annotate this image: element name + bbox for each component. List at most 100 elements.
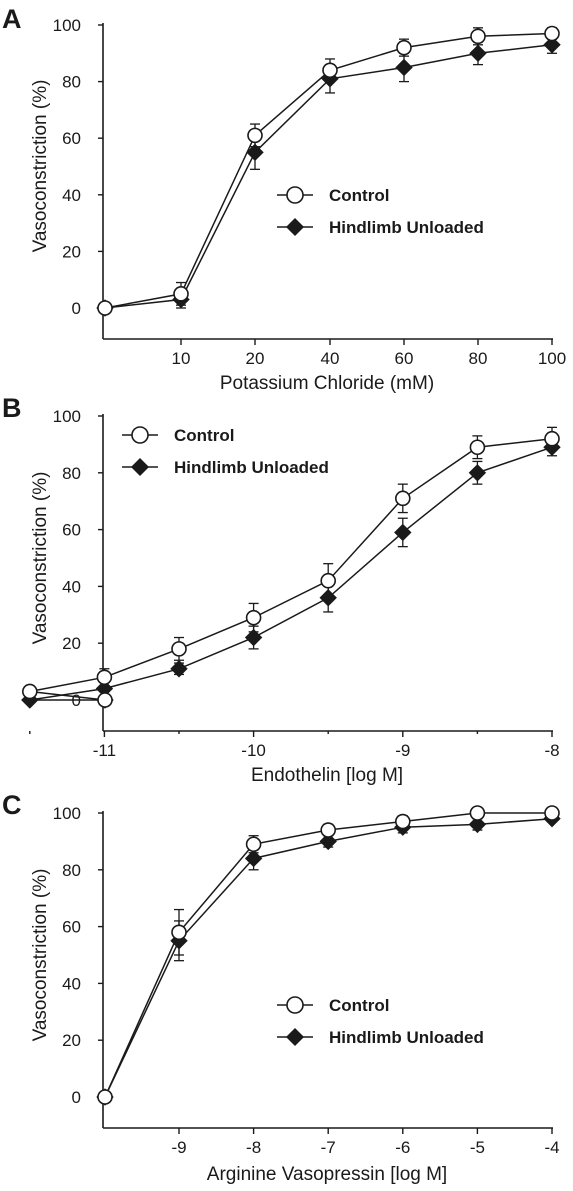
panel-letter: A — [2, 4, 22, 34]
data-point-control — [544, 805, 560, 821]
data-point-control — [96, 669, 113, 686]
data-point-control — [173, 286, 189, 302]
panel-letter: B — [2, 393, 22, 423]
legend-marker-circle — [286, 996, 304, 1014]
y-axis-title: Vasoconstriction (%) — [30, 472, 51, 645]
x-tick-label: -9 — [395, 741, 410, 760]
data-point-control — [171, 641, 187, 657]
legend-label: Control — [174, 426, 234, 445]
legend-label: Control — [329, 996, 389, 1015]
x-tick-label: -8 — [544, 741, 559, 760]
x-axis-title: Potassium Chloride (mM) — [220, 373, 434, 394]
data-point-control — [245, 609, 262, 626]
data-point-control — [394, 813, 411, 830]
y-tick-label: 20 — [62, 1031, 81, 1050]
legend: Control Hindlimb Unloaded — [277, 186, 484, 237]
x-tick-label: -6 — [395, 1138, 410, 1157]
legend-item: Hindlimb Unloaded — [277, 1028, 484, 1047]
data-point-hindlimb-unloaded — [170, 660, 188, 678]
data-point-control — [247, 127, 263, 144]
y-tick-label: 20 — [62, 634, 81, 653]
axes: 0 20 40 60 80 100 10 20 40 60 80 100 — [53, 16, 567, 368]
data-point-hindlimb-unloaded — [394, 523, 412, 542]
panel-a: A Vasoconstriction (%) Potassium Chlorid… — [2, 4, 566, 394]
y-axis-title: Vasoconstriction (%) — [30, 869, 51, 1042]
panel-b: B Vasoconstriction (%) Endothelin [log M… — [2, 393, 561, 786]
y-tick-label: 40 — [62, 577, 81, 596]
data-point-control — [320, 822, 337, 838]
data-point-hindlimb-unloaded — [543, 36, 561, 54]
x-tick-label: -7 — [321, 1138, 336, 1157]
y-tick-label: 60 — [62, 129, 81, 148]
axes: 0 20 40 60 80 100 -9 -8 -7 -6 -5 -4 — [53, 804, 560, 1157]
series-layer — [21, 426, 561, 709]
x-tick-label: -11 — [93, 741, 116, 760]
series-line — [29, 437, 553, 701]
legend-marker-diamond — [131, 458, 149, 476]
data-point-hindlimb-unloaded — [246, 143, 264, 162]
data-point-control — [245, 836, 262, 853]
y-tick-label: 100 — [53, 804, 81, 823]
panel-letter: C — [2, 790, 22, 820]
data-point-control — [544, 430, 560, 447]
data-point-control — [470, 28, 486, 45]
legend-marker-circle — [286, 186, 304, 204]
data-point-control — [97, 1089, 113, 1105]
y-axis-title: Vasoconstriction (%) — [30, 80, 51, 253]
y-tick-label: 0 — [72, 1088, 81, 1107]
data-point-hindlimb-unloaded — [395, 58, 413, 77]
series-line — [104, 817, 553, 1098]
legend-item: Hindlimb Unloaded — [277, 218, 484, 237]
x-axis-title: Endothelin [log M] — [251, 765, 403, 786]
legend-item: Control — [277, 996, 389, 1015]
data-point-hindlimb-unloaded — [319, 832, 337, 851]
series-line — [29, 446, 553, 701]
legend-item: Control — [122, 426, 234, 445]
x-tick-label: 40 — [321, 349, 340, 368]
series-layer — [96, 805, 561, 1106]
data-point-hindlimb-unloaded — [244, 849, 263, 868]
y-tick-label: 40 — [62, 974, 81, 993]
data-point-control — [469, 805, 486, 821]
y-tick-label: 60 — [62, 918, 81, 937]
x-tick-label: 100 — [538, 349, 566, 368]
legend-marker-circle — [131, 426, 149, 444]
data-point-hindlimb-unloaded — [469, 44, 487, 63]
x-tick-label: -8 — [246, 1138, 261, 1157]
x-tick-label: 80 — [469, 349, 488, 368]
legend-label: Hindlimb Unloaded — [174, 458, 329, 477]
data-point-control — [171, 924, 187, 941]
legend: Control Hindlimb Unloaded — [277, 996, 484, 1047]
data-point-control — [97, 300, 113, 316]
y-tick-label: 60 — [62, 521, 81, 540]
series-layer — [96, 25, 561, 317]
legend-marker-diamond — [286, 1028, 304, 1046]
y-tick-label: 80 — [62, 73, 81, 92]
y-tick-label: 80 — [62, 861, 81, 880]
x-tick-label: 10 — [172, 349, 191, 368]
data-point-control — [97, 692, 113, 708]
x-tick-label: -9 — [171, 1138, 186, 1157]
data-point-control — [21, 683, 38, 700]
x-tick-label: 20 — [246, 349, 265, 368]
legend-marker-diamond — [286, 218, 304, 236]
legend-label: Hindlimb Unloaded — [329, 218, 484, 237]
data-point-hindlimb-unloaded — [244, 628, 263, 647]
y-tick-label: 80 — [62, 464, 81, 483]
legend-label: Hindlimb Unloaded — [329, 1028, 484, 1047]
panel-c: C Vasoconstriction (%) Arginine Vasopres… — [2, 790, 561, 1185]
y-tick-label: 100 — [53, 16, 81, 35]
legend-item: Control — [277, 186, 389, 205]
x-tick-label: -5 — [470, 1138, 485, 1157]
data-point-hindlimb-unloaded — [468, 464, 487, 482]
y-tick-label: 0 — [72, 299, 81, 318]
legend-item: Hindlimb Unloaded — [122, 458, 329, 477]
data-point-control — [322, 62, 338, 79]
x-tick-label: 60 — [395, 349, 414, 368]
x-tick-label: -10 — [241, 741, 266, 760]
x-axis-title: Arginine Vasopressin [log M] — [207, 1164, 447, 1185]
data-point-control — [394, 490, 411, 507]
data-point-control — [396, 39, 412, 56]
data-point-hindlimb-unloaded — [468, 815, 487, 834]
x-tick-label: -4 — [544, 1138, 559, 1157]
